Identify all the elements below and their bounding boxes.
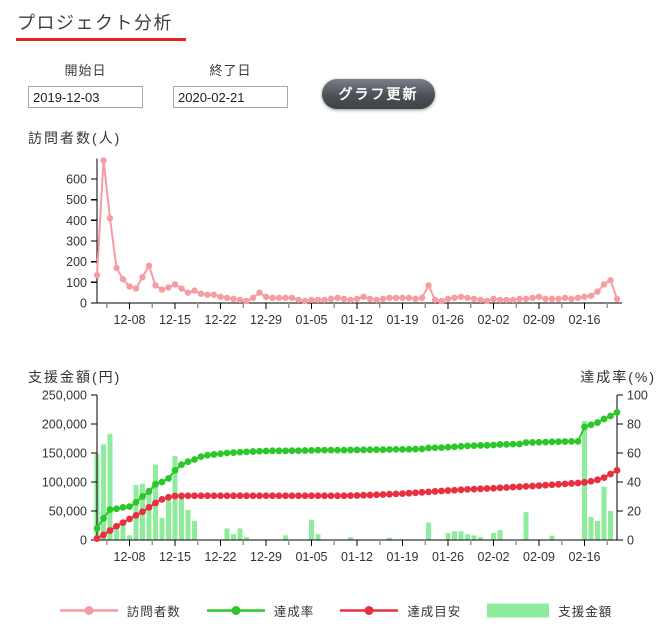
svg-text:02-02: 02-02 (478, 550, 510, 564)
svg-text:02-09: 02-09 (523, 313, 555, 327)
svg-text:01-05: 01-05 (296, 550, 328, 564)
svg-text:01-26: 01-26 (432, 550, 464, 564)
start-date-label: 開始日 (64, 63, 107, 78)
svg-text:40: 40 (627, 476, 641, 490)
svg-text:12-29: 12-29 (250, 313, 282, 327)
svg-text:12-22: 12-22 (205, 550, 237, 564)
end-date-input[interactable] (173, 86, 288, 108)
svg-text:12-08: 12-08 (114, 313, 146, 327)
visitors-chart-title: 訪問者数(人) (28, 130, 122, 146)
svg-text:01-19: 01-19 (387, 313, 419, 327)
funding-chart-title-right: 達成率(%) (580, 369, 656, 385)
page-title: プロジェクト分析 (17, 13, 173, 33)
legend-item-visitors: 訪問者数 (59, 601, 181, 620)
svg-text:12-15: 12-15 (159, 313, 191, 327)
legend-label-visitors: 訪問者数 (126, 605, 181, 619)
svg-text:400: 400 (66, 214, 87, 228)
svg-text:01-05: 01-05 (296, 313, 328, 327)
svg-text:12-15: 12-15 (159, 550, 191, 564)
svg-text:150,000: 150,000 (42, 447, 87, 461)
svg-text:12-08: 12-08 (114, 550, 146, 564)
target-line-swatch (340, 603, 399, 618)
svg-text:01-19: 01-19 (387, 550, 419, 564)
svg-text:0: 0 (80, 534, 87, 548)
funding-bar-chart: 0 50,000 100,000 150,000 200,000 250,000 0 20 40… (42, 389, 648, 565)
svg-text:80: 80 (627, 418, 641, 432)
visitors-line-chart: 0 100 200 300 400 500 600 12-08 12-15 12-22 12-29 0… (66, 157, 622, 327)
title-underline (16, 38, 186, 41)
legend-item-target: 達成目安 (340, 601, 461, 620)
svg-text:300: 300 (66, 235, 87, 249)
legend-item-rate: 達成率 (206, 601, 315, 620)
svg-text:600: 600 (66, 173, 87, 187)
svg-text:250,000: 250,000 (42, 389, 87, 403)
svg-text:500: 500 (66, 193, 87, 207)
svg-text:02-16: 02-16 (569, 313, 601, 327)
svg-text:100: 100 (66, 276, 87, 290)
svg-text:01-26: 01-26 (432, 313, 464, 327)
svg-text:01-12: 01-12 (341, 313, 373, 327)
start-date-input[interactable] (28, 86, 143, 108)
svg-text:200,000: 200,000 (42, 418, 87, 432)
svg-text:12-22: 12-22 (205, 313, 237, 327)
legend-item-amount: 支援金額 (487, 601, 612, 620)
svg-text:02-09: 02-09 (523, 550, 555, 564)
update-graph-button[interactable]: グラフ更新 (322, 79, 435, 109)
svg-text:100: 100 (627, 389, 648, 403)
rate-line-swatch (206, 603, 265, 618)
svg-text:02-02: 02-02 (478, 313, 510, 327)
svg-text:0: 0 (627, 534, 634, 548)
svg-text:50,000: 50,000 (49, 505, 87, 519)
amount-bar-swatch (487, 603, 550, 618)
svg-text:60: 60 (627, 447, 641, 461)
svg-text:20: 20 (627, 505, 641, 519)
svg-text:02-16: 02-16 (569, 550, 601, 564)
legend-label-rate: 達成率 (273, 605, 315, 619)
legend-label-target: 達成目安 (407, 605, 462, 619)
svg-text:01-12: 01-12 (341, 550, 373, 564)
visitors-line-swatch (59, 603, 118, 618)
end-date-field: 終了日 (173, 60, 288, 108)
svg-text:12-29: 12-29 (250, 550, 282, 564)
svg-text:200: 200 (66, 255, 87, 269)
funding-chart-title-left: 支援金額(円) (28, 369, 122, 385)
svg-text:100,000: 100,000 (42, 476, 87, 490)
chart-legend: 訪問者数 達成率 達成目安 支援金額 (0, 601, 672, 620)
legend-label-amount: 支援金額 (558, 605, 613, 619)
start-date-field: 開始日 (28, 60, 143, 108)
end-date-label: 終了日 (209, 63, 252, 78)
svg-text:0: 0 (80, 297, 87, 311)
